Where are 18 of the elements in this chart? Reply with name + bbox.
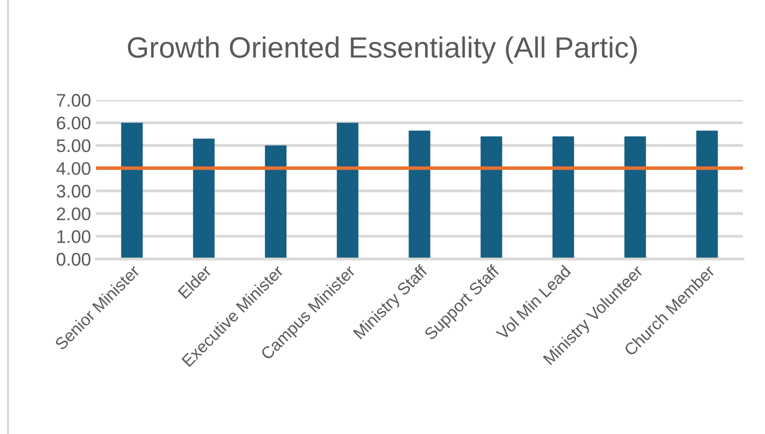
bar [624,136,646,259]
bar [264,145,287,259]
bar [121,122,143,259]
bar [336,122,358,259]
bar [480,136,502,259]
y-tick-label: 2.00 [56,208,90,220]
chart-title: Growth Oriented Essentiality (All Partic) [128,36,637,64]
y-tick-label: 4.00 [56,162,90,175]
bar [552,136,574,259]
bar [408,130,430,259]
y-tick-label: 1.00 [57,230,90,244]
bar [193,138,215,259]
y-tick-label: 5.00 [56,139,90,152]
y-tick-label: 0.00 [56,252,90,266]
y-tick-label: 3.00 [56,184,90,198]
y-tick-label: 6.00 [56,116,90,130]
y-tick-label: 7.00 [56,94,90,107]
bar [696,130,718,259]
